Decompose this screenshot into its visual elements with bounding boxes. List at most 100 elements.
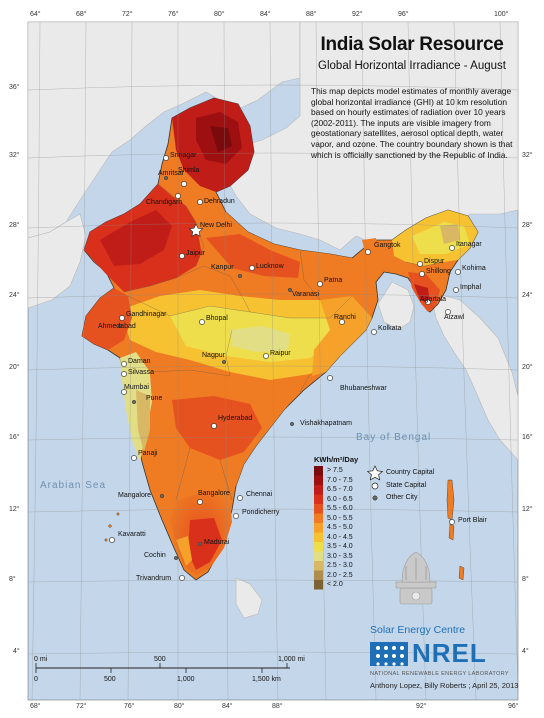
star-icon	[366, 465, 384, 481]
legend-class-label: > 7.5	[327, 467, 343, 474]
city-marker-dispur	[417, 261, 423, 267]
city-marker-jaipur	[179, 253, 185, 259]
city-label: Amritsar	[158, 170, 185, 177]
city-label: Trivandrum	[136, 575, 172, 582]
nrel-logo-text: NREL	[412, 638, 487, 668]
city-label: Varanasi	[292, 291, 320, 298]
city-marker-new-delhi	[188, 223, 204, 237]
lat-tick: 4°	[522, 648, 529, 655]
city-label: Jaipur	[186, 250, 206, 257]
city-marker-dehradun	[197, 199, 203, 205]
legend-swatches	[314, 466, 323, 590]
lon-tick: 100°	[494, 11, 509, 18]
city-marker-bhubaneshwar	[327, 375, 333, 381]
city-marker-chennai	[237, 495, 243, 501]
legend-symbol-label: Other City	[386, 494, 418, 501]
city-marker-aizawl	[445, 309, 451, 315]
lon-tick: 96°	[508, 703, 519, 710]
city-label: Imphal	[460, 284, 482, 291]
legend-swatch	[314, 513, 323, 523]
lon-tick: 68°	[30, 703, 41, 710]
scalebar-km-label: 500	[104, 676, 116, 683]
sea-label-bengal: Bay of Bengal	[356, 432, 432, 443]
city-label: Madurai	[204, 539, 230, 546]
city-marker-mangalore	[159, 494, 164, 499]
lat-tick: 16°	[522, 434, 533, 441]
scalebar-km-label: 1,500 km	[252, 676, 281, 683]
city-marker-shimla	[181, 181, 187, 187]
credit-lab: NATIONAL RENEWABLE ENERGY LABORATORY	[370, 671, 509, 677]
lon-tick: 76°	[124, 703, 135, 710]
city-marker-bangalore	[197, 499, 203, 505]
scalebar-mile-label: 0 mi	[34, 656, 48, 663]
legend-symbol-label: Country Capital	[386, 469, 435, 476]
city-markers	[109, 155, 461, 581]
city-marker-hyderabad	[211, 423, 217, 429]
city-label: Gangtok	[374, 242, 401, 249]
legend-class-label: 6.5 - 7.0	[327, 486, 353, 493]
legend-class-label: 3.0 - 3.5	[327, 552, 353, 560]
city-label: Dehradun	[204, 198, 235, 205]
lon-tick: 84°	[260, 11, 271, 18]
city-label: Gandhinagar	[126, 311, 167, 318]
city-label: Pondicherry	[242, 509, 280, 516]
city-marker-shillong	[419, 271, 425, 277]
city-label: Shimla	[178, 167, 200, 174]
city-marker-patna	[317, 281, 323, 287]
city-marker-gangtok	[365, 249, 371, 255]
legend-swatch	[314, 561, 323, 571]
lon-tick: 80°	[214, 11, 225, 18]
legend-swatch	[314, 494, 323, 504]
city-label: Ahmedabad	[98, 323, 136, 330]
legend-class-label: 4.0 - 4.5	[327, 533, 353, 541]
legend-swatch	[314, 523, 323, 533]
map-subtitle: Global Horizontal Irradiance - August	[318, 60, 506, 72]
dot-icon	[372, 495, 378, 501]
legend-symbols	[366, 465, 384, 501]
city-label: Ranchi	[334, 314, 356, 321]
city-marker-vishakhapatnam	[290, 422, 295, 427]
credit-org: Solar Energy Centre	[370, 624, 466, 636]
map-title: India Solar Resource	[320, 34, 504, 55]
lat-tick: 20°	[522, 364, 533, 371]
city-marker-itanagar	[449, 245, 455, 251]
sea-label-arabian: Arabian Sea	[40, 480, 107, 491]
city-marker-ahmedabad	[117, 324, 122, 329]
city-marker-pondicherry	[233, 513, 239, 519]
legend-swatch	[314, 551, 323, 561]
city-label: Silvassa	[128, 369, 155, 376]
city-label: Hyderabad	[218, 415, 253, 422]
lat-tick: 28°	[9, 222, 20, 229]
graticule	[27, 21, 519, 701]
legend-swatch	[314, 542, 323, 552]
city-label: Port Blair	[458, 517, 487, 524]
city-label: Panaji	[138, 450, 158, 457]
city-label: Bhubaneshwar	[340, 385, 387, 392]
lon-tick: 72°	[76, 703, 87, 710]
legend-swatch	[314, 504, 323, 514]
lat-tick: 28°	[522, 222, 533, 229]
city-marker-lucknow	[249, 265, 255, 271]
lat-tick: 8°	[522, 576, 529, 583]
lon-tick: 64°	[30, 11, 41, 18]
lat-tick: 36°	[9, 84, 20, 91]
lon-tick: 84°	[222, 703, 233, 710]
city-label: Vishakhapatnam	[300, 420, 353, 427]
lat-tick: 24°	[522, 292, 533, 299]
city-label: Kanpur	[211, 264, 234, 271]
city-marker-agartala	[425, 299, 431, 305]
lat-tick: 12°	[522, 506, 533, 513]
neighbor-land	[27, 21, 519, 619]
city-label: Patna	[324, 277, 343, 284]
city-marker-pune	[131, 400, 136, 405]
lat-tick: 12°	[9, 506, 20, 513]
lat-tick: 24°	[9, 292, 20, 299]
legend-title: KWh/m²/Day	[314, 455, 359, 464]
city-label: Kavaratti	[118, 531, 146, 538]
scalebar-km-label: 0	[34, 676, 38, 683]
scalebar-mile-label: 1,000 mi	[278, 656, 305, 663]
city-marker-kolkata	[371, 329, 377, 335]
city-marker-gandhinagar	[119, 315, 125, 321]
city-marker-varanasi	[288, 288, 293, 293]
city-label: Kolkata	[378, 325, 402, 332]
